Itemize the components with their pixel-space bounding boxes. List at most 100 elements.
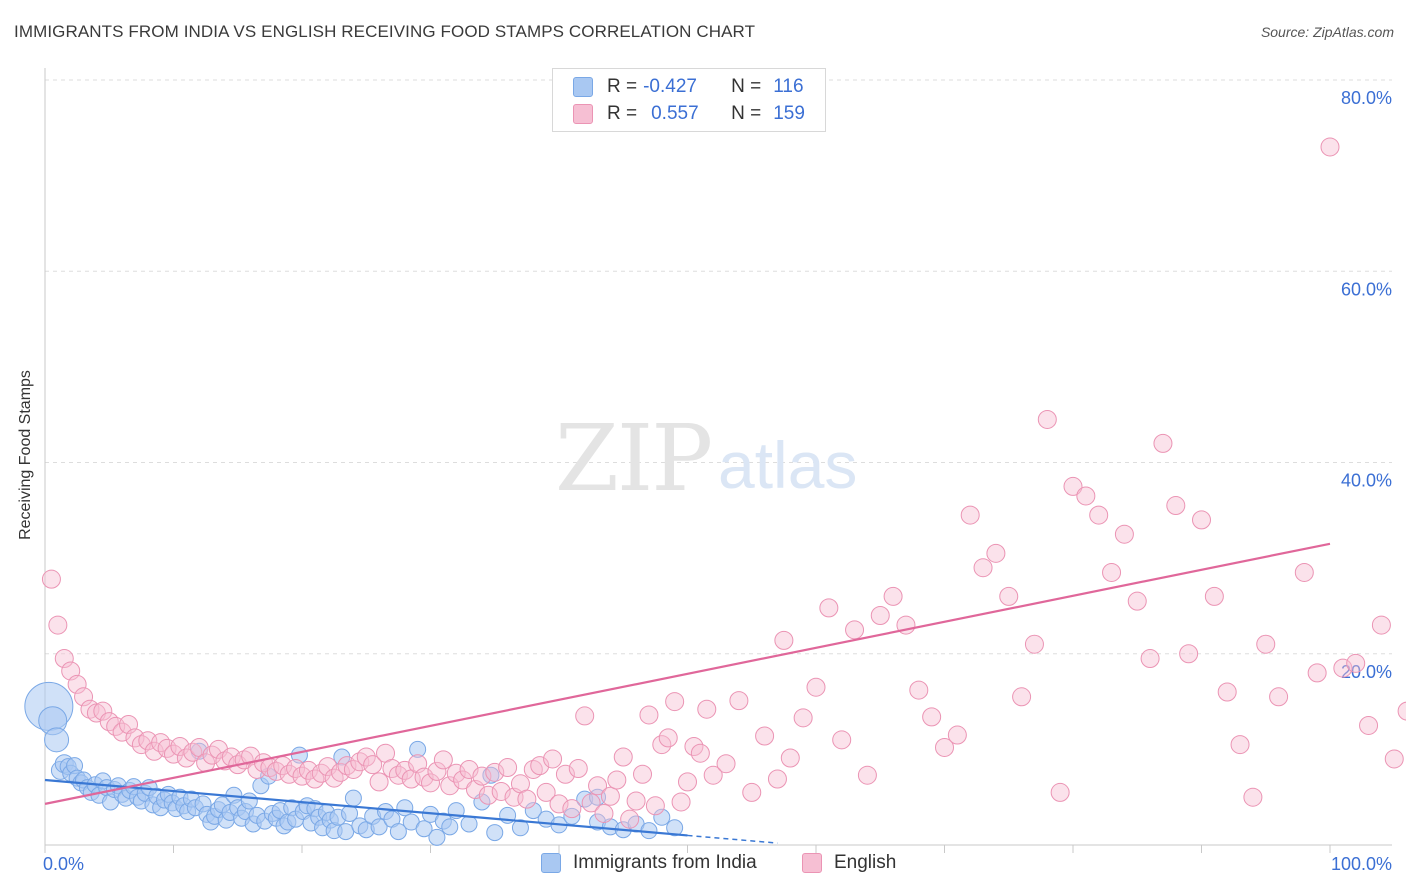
- english-point: [588, 776, 608, 796]
- india-point: [653, 808, 671, 826]
- legend-n-label: N =: [731, 103, 762, 124]
- english-point: [960, 505, 980, 525]
- india-point: [563, 807, 581, 825]
- legend-swatch-india: [541, 853, 561, 873]
- english-point: [517, 789, 537, 809]
- legend-r-label: R =: [607, 103, 638, 124]
- india-point: [370, 818, 388, 836]
- english-point: [935, 737, 954, 757]
- english-point: [1269, 687, 1289, 707]
- english-point: [1153, 433, 1173, 453]
- y-tick-label: 40.0%: [1341, 471, 1392, 491]
- legend-n-value-india: 116: [773, 76, 804, 97]
- english-point: [575, 706, 595, 726]
- trend-line-india: [44, 778, 688, 837]
- english-point: [93, 701, 113, 721]
- india-point: [428, 828, 446, 846]
- legend-row-india: R = -0.427 N = 116: [573, 74, 804, 100]
- english-point: [922, 707, 942, 727]
- legend-n-value-english: 159: [773, 103, 805, 124]
- english-point: [832, 730, 852, 750]
- stats-legend: R = -0.427 N = 116 R = 0.557 N = 159: [552, 68, 826, 132]
- legend-swatch-india: [573, 77, 593, 97]
- english-point: [594, 803, 614, 823]
- english-point: [170, 737, 190, 757]
- english-point: [369, 772, 389, 792]
- english-point: [678, 772, 697, 792]
- english-point: [1333, 658, 1353, 678]
- english-point: [1204, 586, 1224, 606]
- english-point: [1012, 687, 1032, 707]
- english-point: [1256, 634, 1276, 654]
- india-point: [666, 819, 684, 837]
- english-point: [41, 569, 61, 589]
- english-point: [626, 791, 646, 811]
- english-point: [716, 754, 736, 774]
- english-point: [1089, 505, 1109, 525]
- english-point: [620, 809, 640, 829]
- english-point: [1050, 782, 1070, 802]
- english-point: [819, 598, 839, 618]
- india-point: [389, 823, 407, 841]
- watermark-zip: ZIP: [555, 405, 711, 512]
- english-point: [555, 764, 575, 784]
- english-point: [947, 725, 967, 745]
- gridlines: [45, 79, 1392, 655]
- india-point: [524, 802, 542, 820]
- english-point: [74, 687, 94, 707]
- english-point: [883, 586, 903, 606]
- english-point: [1114, 524, 1134, 544]
- english-point: [1192, 510, 1211, 530]
- english-point: [421, 773, 440, 793]
- english-point: [472, 766, 492, 786]
- india-point: [396, 799, 414, 817]
- english-point: [543, 749, 563, 769]
- x-tick-labels: 0.0% 100.0%: [43, 854, 1392, 874]
- english-point: [581, 793, 601, 813]
- english-point: [690, 743, 710, 763]
- english-point: [491, 781, 511, 801]
- english-point: [742, 782, 762, 802]
- english-point: [1371, 615, 1391, 635]
- english-point: [427, 761, 447, 781]
- english-point: [697, 699, 717, 719]
- legend-r-value-india: -0.427: [643, 76, 697, 97]
- english-point: [112, 722, 132, 742]
- english-point: [318, 757, 338, 777]
- x-tick-label: 100.0%: [1331, 854, 1392, 874]
- english-point: [780, 748, 800, 768]
- english-point: [1384, 749, 1404, 769]
- english-point: [1063, 476, 1083, 496]
- series-legend: Immigrants from India English: [0, 852, 1406, 878]
- english-point: [1320, 137, 1340, 157]
- y-tick-label: 80.0%: [1341, 88, 1392, 108]
- series-english-points: [41, 137, 1406, 829]
- india-point: [409, 740, 427, 758]
- y-tick-labels: 20.0% 40.0% 60.0% 80.0%: [1341, 88, 1392, 682]
- trend-line-english: [44, 542, 1331, 805]
- english-point: [607, 770, 627, 790]
- english-point: [453, 770, 473, 790]
- legend-row-english: R = 0.557 N = 159: [573, 101, 805, 127]
- english-point: [1024, 634, 1044, 654]
- english-point: [909, 680, 929, 700]
- legend-item-english[interactable]: English: [802, 852, 896, 874]
- english-point: [870, 606, 890, 625]
- english-point: [806, 677, 826, 697]
- english-point: [671, 792, 691, 812]
- india-point: [415, 820, 433, 838]
- english-point: [767, 769, 787, 789]
- english-point: [1243, 787, 1263, 807]
- english-point: [1076, 486, 1096, 506]
- english-point: [703, 765, 723, 785]
- india-point: [44, 727, 70, 753]
- english-point: [536, 782, 556, 802]
- legend-r-value-english: 0.557: [651, 103, 699, 124]
- english-point: [639, 705, 659, 725]
- english-point: [433, 750, 453, 770]
- english-point: [645, 796, 665, 816]
- english-point: [857, 765, 877, 785]
- english-point: [48, 615, 68, 635]
- legend-item-india[interactable]: Immigrants from India: [541, 852, 757, 874]
